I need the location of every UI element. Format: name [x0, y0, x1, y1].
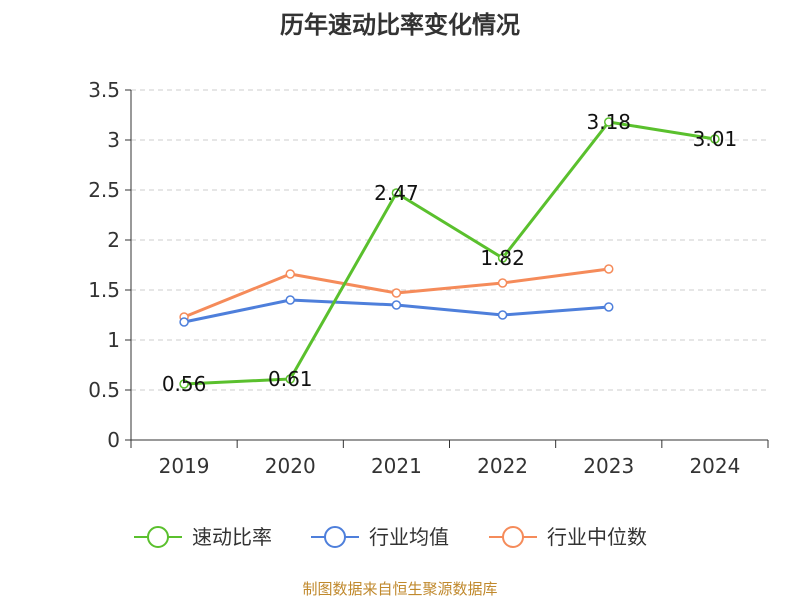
- x-tick-label: 2020: [265, 454, 316, 478]
- data-point[interactable]: [285, 374, 295, 384]
- axes: 0 0.5 1 1.5 2 2.5 3 3.5 2019 2020 2021 2022 2023 2024: [88, 78, 769, 478]
- legend-label: 行业中位数: [547, 525, 647, 549]
- x-tick-label: 2021: [371, 454, 422, 478]
- plot-area: [179, 117, 720, 389]
- data-point[interactable]: [179, 317, 189, 327]
- data-point[interactable]: [497, 253, 508, 263]
- data-label: 2.47: [374, 181, 419, 205]
- data-point[interactable]: [285, 295, 295, 305]
- x-tick-label: 2024: [689, 454, 740, 478]
- legend-item[interactable]: 速动比率: [134, 525, 272, 549]
- legend-marker: [324, 526, 346, 548]
- series-line: [184, 120, 716, 386]
- y-tick-label: 3: [107, 128, 120, 152]
- y-tick-label: 1.5: [88, 278, 120, 302]
- data-point[interactable]: [604, 264, 614, 274]
- y-tick-label: 1: [107, 328, 120, 352]
- data-label: 3.01: [693, 127, 738, 151]
- legend-marker: [147, 526, 169, 548]
- x-tick-label: 2023: [583, 454, 634, 478]
- x-tick-label: 2022: [477, 454, 528, 478]
- legend[interactable]: 速动比率 行业均值 行业中位数: [134, 525, 647, 549]
- chart-title: 历年速动比率变化情况: [280, 11, 520, 39]
- data-point[interactable]: [391, 188, 402, 198]
- data-point[interactable]: [604, 302, 614, 312]
- legend-label: 行业均值: [369, 525, 449, 549]
- data-point[interactable]: [391, 288, 402, 298]
- legend-marker: [502, 526, 524, 548]
- data-label: 3.18: [586, 110, 631, 134]
- data-point[interactable]: [285, 269, 295, 279]
- y-tick-label: 0: [107, 428, 120, 452]
- source-note: 制图数据来自恒生聚源数据库: [302, 580, 497, 598]
- data-label: 0.56: [162, 372, 207, 396]
- data-point[interactable]: [710, 134, 720, 144]
- y-tick-label: 3.5: [88, 78, 120, 102]
- legend-item[interactable]: 行业中位数: [489, 525, 647, 549]
- data-label: 1.82: [480, 246, 525, 270]
- data-point[interactable]: [391, 300, 402, 310]
- data-point[interactable]: [179, 379, 189, 389]
- x-tick-label: 2019: [159, 454, 210, 478]
- data-point[interactable]: [497, 310, 508, 320]
- data-labels: 0.56 0.61 2.47 1.82 3.18 3.01: [162, 110, 737, 396]
- y-tick-label: 2.5: [88, 178, 120, 202]
- y-tick-label: 2: [107, 228, 120, 252]
- data-label: 0.61: [268, 367, 313, 391]
- data-point[interactable]: [497, 278, 508, 288]
- grid: [131, 89, 768, 391]
- legend-label: 速动比率: [192, 525, 272, 549]
- data-point[interactable]: [604, 117, 614, 127]
- legend-item[interactable]: 行业均值: [311, 525, 449, 549]
- y-tick-label: 0.5: [88, 378, 120, 402]
